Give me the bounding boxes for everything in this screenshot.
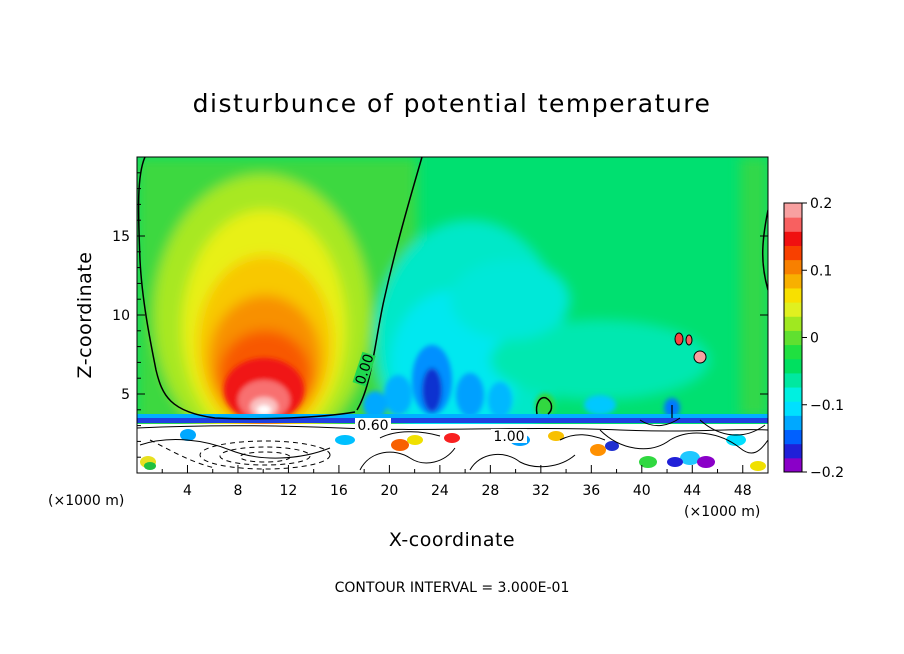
x-tick-label: 32 xyxy=(532,483,550,499)
cool-cell-6 xyxy=(584,395,616,415)
colorbar-swatch xyxy=(784,245,802,261)
cool-cell-1-core xyxy=(422,368,442,412)
x-tick-label: 8 xyxy=(233,483,242,499)
svg-text:0.60: 0.60 xyxy=(357,418,388,434)
x-axis: 4 8 12 16 20 24 28 32 36 40 44 48 xyxy=(161,465,752,499)
colorbar-swatch xyxy=(784,415,802,431)
right-edge-green xyxy=(740,157,768,417)
colorbar-tick-label: 0.1 xyxy=(810,263,832,279)
boundary-contours xyxy=(137,417,768,471)
cool-cell-3 xyxy=(456,373,484,417)
warm-island-1 xyxy=(674,332,684,346)
zero-contour-32 xyxy=(535,396,553,415)
warm-core-white xyxy=(257,405,271,415)
colorbar-ticks: 0.2 0.1 0 −0.1 −0.2 xyxy=(802,196,844,481)
colorbar-swatch xyxy=(784,429,802,445)
zero-contour-right xyxy=(356,157,423,411)
y-axis-label: Z-coordinate xyxy=(74,252,96,379)
contour-lines xyxy=(137,157,768,420)
heatmap-field: 0.00 0.60 1.00 xyxy=(137,157,768,473)
contour-interval-note: CONTOUR INTERVAL = 3.000E-01 xyxy=(335,580,570,596)
y-tick-label: 10 xyxy=(112,308,130,324)
warm-island-3 xyxy=(693,350,707,364)
colorbar-swatch xyxy=(784,330,802,346)
x-unit-left: (×1000 m) xyxy=(48,493,124,509)
colorbar-swatch xyxy=(784,387,802,402)
colorbar-swatch xyxy=(784,316,802,331)
colorbar-swatch xyxy=(784,401,802,416)
svg-text:1.00: 1.00 xyxy=(493,429,524,445)
colorbar-tick-label: −0.2 xyxy=(810,465,844,481)
x-tick-label: 24 xyxy=(431,483,449,499)
right-edge-contour xyxy=(762,209,768,291)
colorbar-swatch xyxy=(784,231,802,246)
contour-label-2: 1.00 xyxy=(491,429,527,445)
colorbar-swatch xyxy=(784,259,802,275)
zero-contour-left xyxy=(137,157,356,420)
warm-island-2 xyxy=(685,334,693,346)
negative-contours xyxy=(149,439,331,470)
colorbar-swatch xyxy=(784,372,802,388)
x-unit-right: (×1000 m) xyxy=(684,504,760,520)
colorbar-tick-label: −0.1 xyxy=(810,398,844,414)
boundary-strip-cyan xyxy=(137,414,768,418)
cool-region-right xyxy=(490,320,710,400)
x-tick-label: 36 xyxy=(582,483,600,499)
colorbar-tick-label: 0.2 xyxy=(810,196,832,212)
y-tick-label: 15 xyxy=(112,229,130,245)
cool-cell-5 xyxy=(363,391,387,419)
boundary-strip-blue xyxy=(137,418,768,423)
colorbar-swatch xyxy=(784,273,802,289)
x-tick-label: 20 xyxy=(380,483,398,499)
colorbar-swatch xyxy=(784,457,802,473)
colorbar-swatch xyxy=(784,302,802,317)
y-axis: 5 10 15 xyxy=(112,172,768,458)
contour-label-1: 0.60 xyxy=(355,418,391,434)
x-axis-label: X-coordinate xyxy=(389,529,515,551)
x-tick-label: 12 xyxy=(280,483,298,499)
x-tick-label: 48 xyxy=(734,483,752,499)
chart-title: disturbunce of potential temperature xyxy=(193,89,712,118)
x-tick-label: 16 xyxy=(330,483,348,499)
cool-lobe-upper xyxy=(450,260,570,340)
colorbar-swatch xyxy=(784,203,802,218)
x-tick-label: 40 xyxy=(633,483,651,499)
y-tick-label: 5 xyxy=(121,387,130,403)
colorbar-swatch xyxy=(784,358,802,374)
cool-cell-4 xyxy=(488,382,512,418)
colorbar xyxy=(784,203,802,473)
colorbar-swatch xyxy=(784,287,802,303)
colorbar-tick-label: 0 xyxy=(810,331,819,347)
x-tick-label: 4 xyxy=(183,483,192,499)
x-tick-label: 28 xyxy=(481,483,499,499)
colorbar-swatch xyxy=(784,344,802,360)
colorbar-swatch xyxy=(784,217,802,232)
colorbar-swatch xyxy=(784,443,802,459)
x-tick-label: 44 xyxy=(683,483,701,499)
cool-cell-2 xyxy=(384,375,412,415)
